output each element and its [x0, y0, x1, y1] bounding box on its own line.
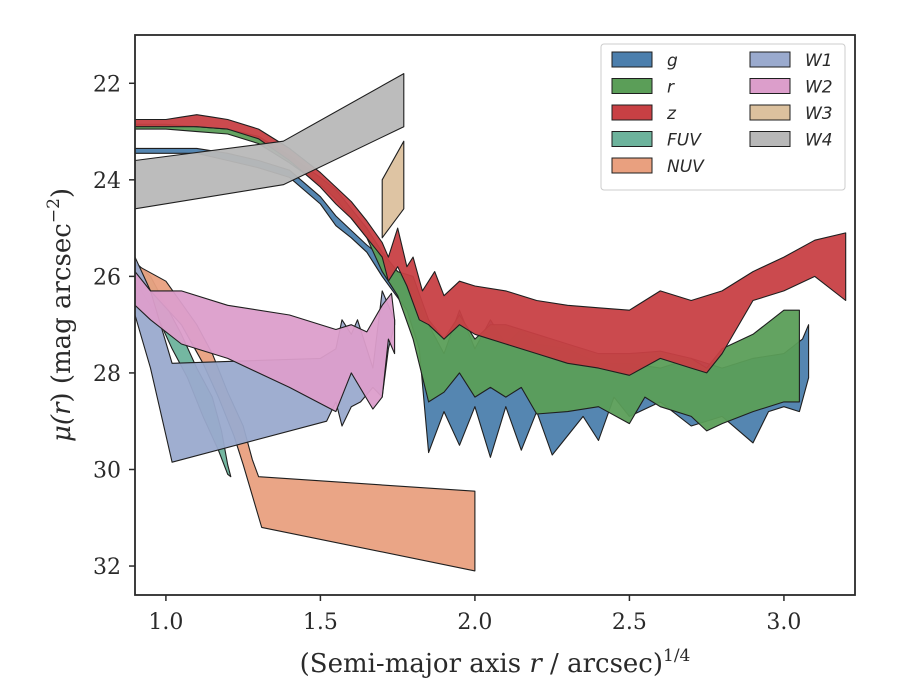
x-axis-label: (Semi-major axis r / arcsec)1/4 — [300, 646, 691, 679]
legend-label-nuv: NUV — [667, 157, 705, 177]
y-axis-label: μ(r) (mag arcsec−2) — [44, 188, 77, 442]
x-tick-label: 2.5 — [612, 610, 647, 635]
legend-swatch-r — [611, 78, 653, 94]
legend-label-fuv: FUV — [667, 131, 702, 151]
series-band-w3 — [381, 140, 405, 239]
y-tick-label: 24 — [93, 169, 121, 194]
series-band-z — [135, 114, 847, 376]
x-tick-label: 3.0 — [766, 610, 801, 635]
y-axis-ticks: 22 24 26 28 30 32 — [93, 72, 135, 580]
x-tick-label: 1.5 — [303, 610, 338, 635]
legend-label-w3: W3 — [805, 104, 833, 124]
x-tick-label: 2.0 — [457, 610, 492, 635]
series-layer — [135, 73, 847, 572]
legend-label-w2: W2 — [805, 78, 833, 98]
legend-swatch-g — [611, 51, 653, 68]
legend-swatch-w2 — [749, 78, 791, 94]
series-band-w4 — [135, 73, 405, 210]
series-band-w2 — [135, 271, 396, 413]
x-axis-ticks: 1.0 1.5 2.0 2.5 3.0 — [148, 595, 801, 635]
legend: grz FUV NUV W1 W2 W3 W4 — [600, 43, 846, 191]
y-tick-label: 32 — [93, 555, 121, 580]
legend-swatch-nuv — [611, 157, 653, 174]
plot-frame — [134, 34, 856, 596]
y-tick-label: 26 — [93, 265, 121, 290]
legend-label-g: g — [667, 51, 678, 71]
y-tick-label: 28 — [93, 362, 121, 387]
legend-swatch-z — [611, 104, 653, 121]
legend-label-r: r — [667, 78, 675, 98]
y-tick-label: 30 — [93, 458, 121, 483]
y-tick-label: 22 — [93, 72, 121, 97]
legend-swatch-w3 — [749, 104, 791, 121]
legend-label-z: z — [666, 104, 677, 124]
legend-swatch-w4 — [749, 131, 791, 147]
legend-swatch-w1 — [749, 51, 791, 68]
legend-swatch-fuv — [611, 131, 653, 147]
legend-label-w4: W4 — [805, 131, 833, 151]
x-tick-label: 1.0 — [148, 610, 183, 635]
legend-label-w1: W1 — [805, 51, 833, 71]
